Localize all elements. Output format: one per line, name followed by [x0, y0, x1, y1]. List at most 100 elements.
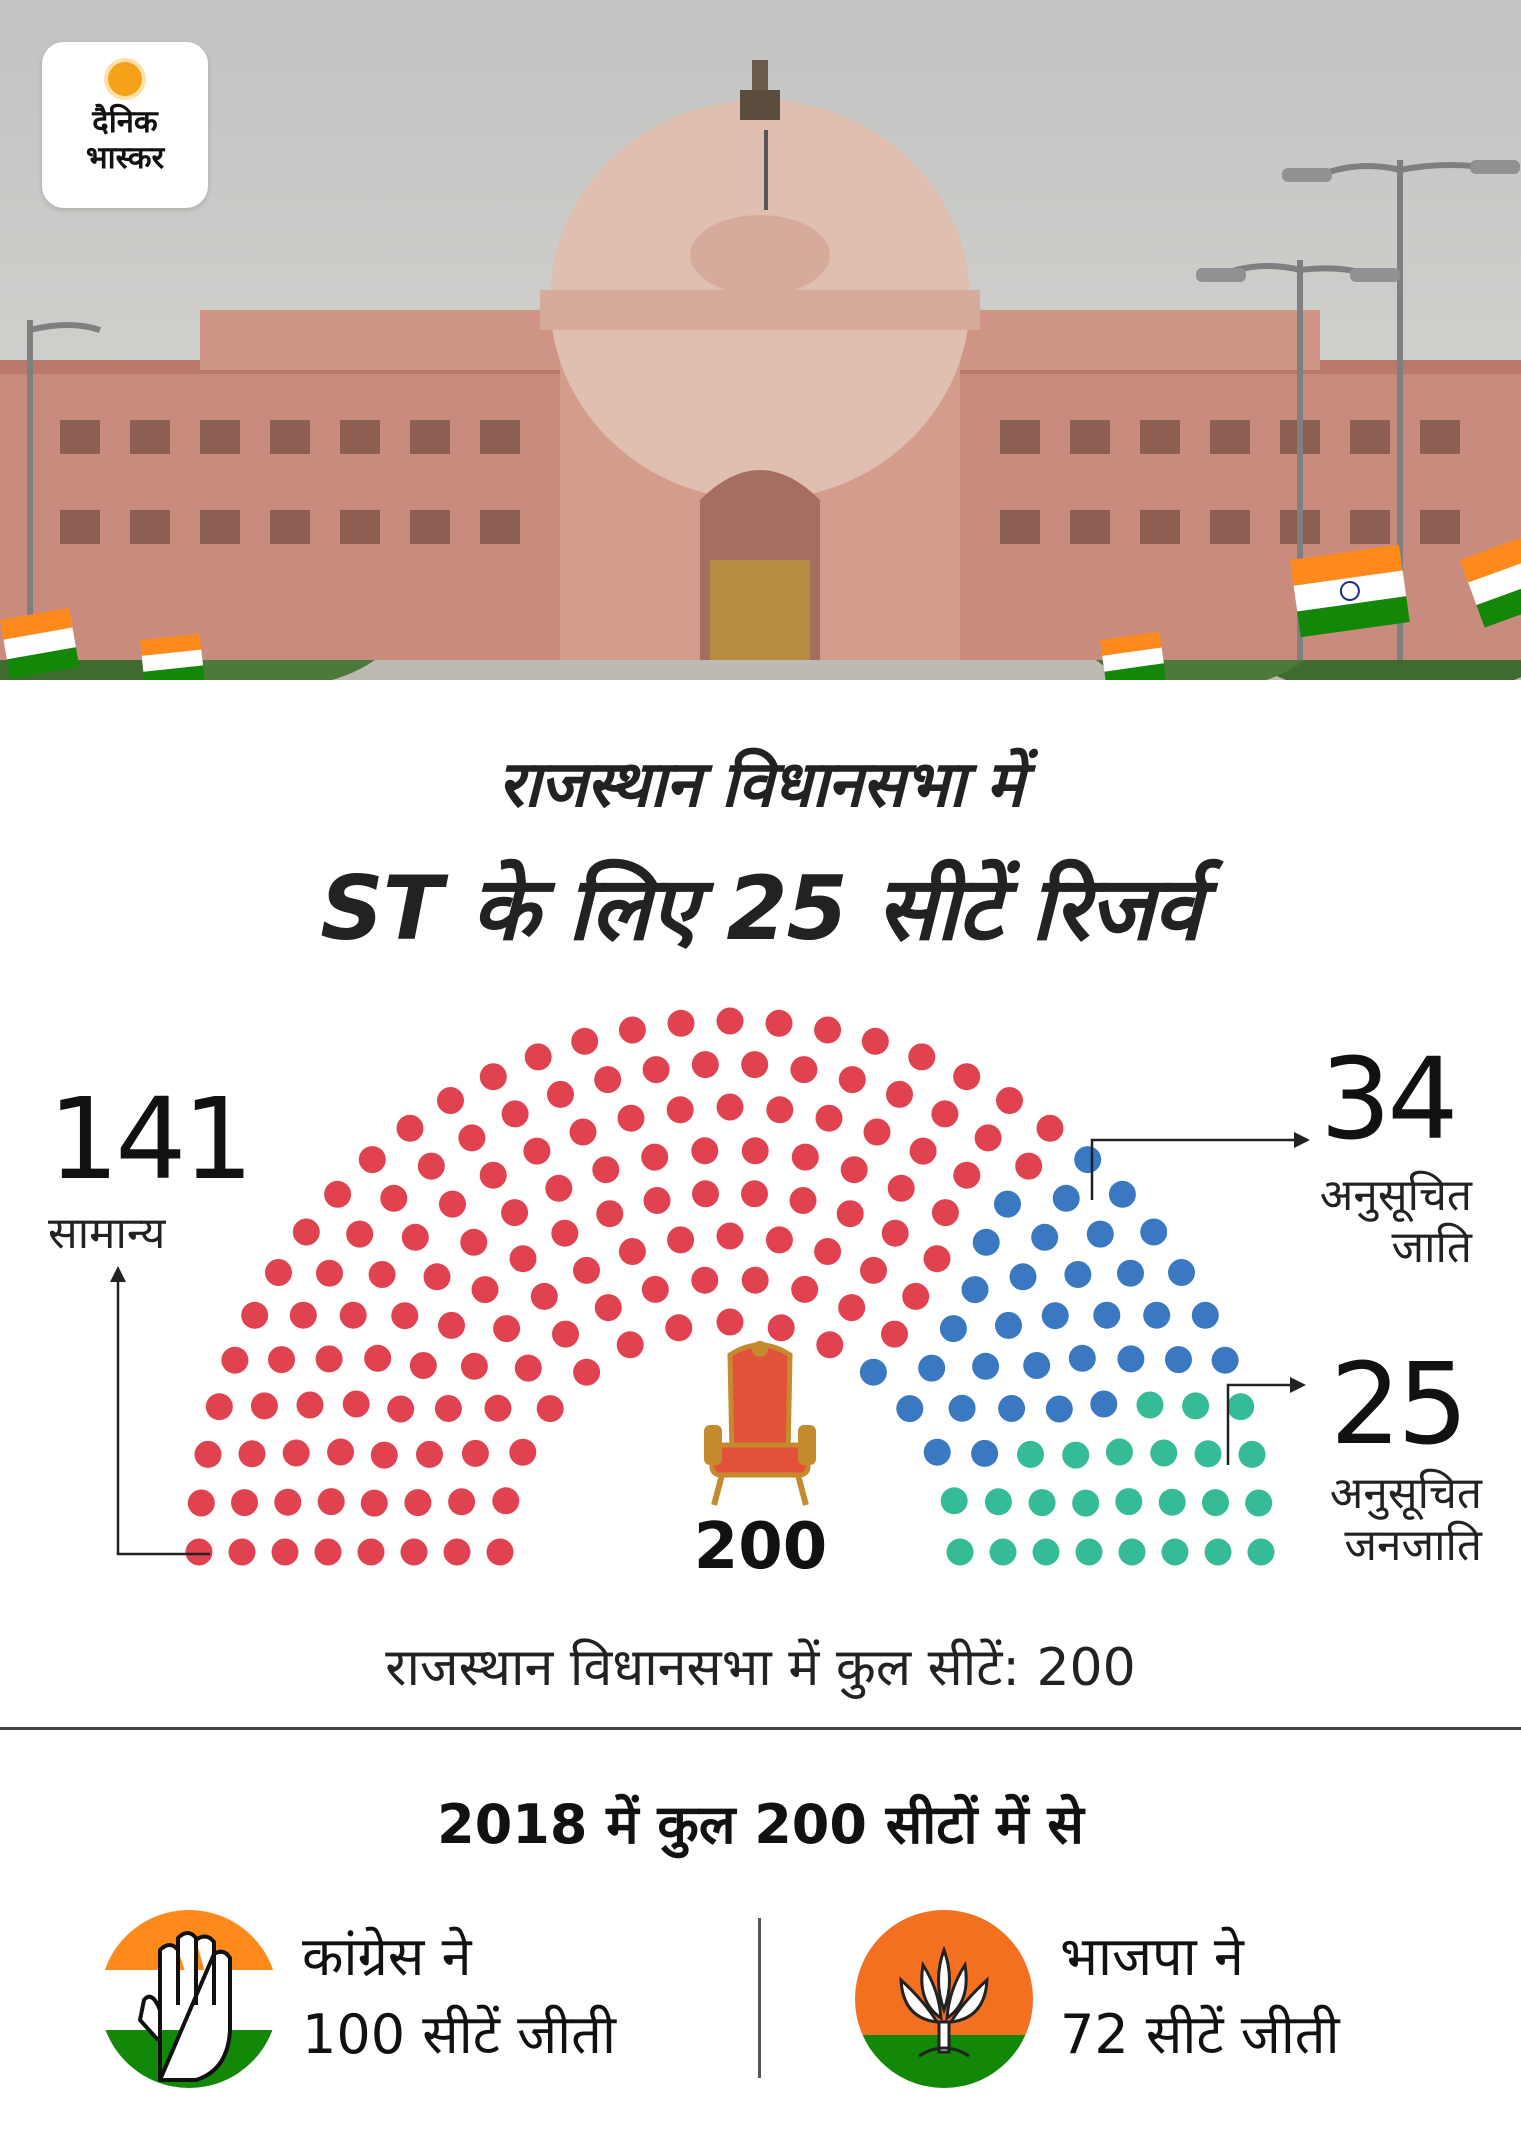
- seat-dot-series-0: [789, 1187, 817, 1214]
- parliament-chart: [110, 1007, 1310, 1566]
- seat-dot-series-1: [972, 1228, 1000, 1256]
- seat-dot-series-0: [618, 1238, 646, 1265]
- seat-dot-series-0: [931, 1199, 959, 1227]
- seat-dot-series-0: [250, 1392, 278, 1420]
- seat-dot-series-0: [357, 1538, 385, 1566]
- seat-dot-series-1: [918, 1354, 946, 1382]
- seat-dot-series-0: [741, 1266, 769, 1294]
- seat-dot-series-1: [1074, 1146, 1102, 1174]
- seat-dot-series-0: [339, 1301, 367, 1329]
- seat-dot-series-0: [241, 1301, 269, 1329]
- seat-dot-series-0: [268, 1346, 295, 1374]
- seat-dot-series-0: [766, 1096, 794, 1124]
- seat-dot-series-1: [923, 1438, 951, 1466]
- seat-dot-series-0: [814, 1238, 842, 1265]
- seat-dot-series-0: [194, 1440, 222, 1468]
- seat-dot-series-1: [1211, 1346, 1239, 1374]
- leader-line-general: [116, 1280, 210, 1556]
- seat-dot-series-0: [642, 1056, 670, 1084]
- seat-dot-series-1: [1064, 1261, 1092, 1288]
- seat-dot-series-0: [996, 1087, 1023, 1114]
- seat-dot-series-0: [324, 1180, 352, 1208]
- seat-dot-series-0: [643, 1187, 671, 1214]
- seat-dot-series-1: [961, 1276, 989, 1304]
- seat-dot-series-0: [765, 1009, 793, 1037]
- seat-dot-series-0: [881, 1320, 908, 1348]
- seat-dot-series-0: [443, 1538, 471, 1566]
- seat-dot-series-0: [931, 1100, 959, 1128]
- st-seat-count: 25: [1330, 1340, 1469, 1470]
- seat-dot-series-0: [667, 1226, 695, 1254]
- seat-dot-series-0: [509, 1438, 537, 1466]
- seat-dot-series-0: [594, 1066, 622, 1094]
- seat-dot-series-1: [995, 1311, 1022, 1339]
- general-seat-count: 141: [48, 1075, 254, 1205]
- seat-dot-series-0: [509, 1245, 537, 1273]
- results-divider: [758, 1918, 761, 2078]
- seat-dot-series-0: [791, 1275, 819, 1303]
- arrow-right-icon: [1290, 1377, 1306, 1393]
- seat-dot-series-0: [909, 1137, 937, 1165]
- seat-dot-series-0: [205, 1393, 233, 1421]
- seat-dot-series-0: [569, 1118, 597, 1146]
- seat-dot-series-0: [641, 1275, 669, 1303]
- seat-dot-series-0: [790, 1056, 818, 1084]
- seat-dot-series-0: [814, 1016, 842, 1044]
- seat-dot-series-0: [767, 1314, 795, 1342]
- congress-line-1: कांग्रेस ने: [302, 1925, 472, 1988]
- seat-dot-series-0: [547, 1080, 574, 1108]
- seat-dot-series-0: [692, 1180, 719, 1208]
- seat-dot-series-0: [716, 1308, 744, 1336]
- seat-dot-series-0: [545, 1174, 573, 1202]
- seat-dot-series-0: [791, 1143, 819, 1171]
- seat-dot-series-0: [448, 1488, 476, 1516]
- seat-dot-series-0: [438, 1311, 465, 1339]
- seat-dot-series-2: [1227, 1393, 1255, 1421]
- seat-dot-series-0: [902, 1282, 930, 1310]
- seat-dot-series-0: [484, 1394, 512, 1422]
- results-title: 2018 में कुल 200 सीटों में से: [437, 1793, 1084, 1856]
- speaker-chair-icon: [704, 1341, 816, 1506]
- seat-dot-series-0: [953, 1063, 981, 1091]
- arrow-up-icon: [110, 1266, 126, 1282]
- headline-line-2: ST के लिए 25 सीटें रिजर्व: [320, 857, 1201, 960]
- seat-dot-series-0: [274, 1488, 302, 1516]
- seat-dot-series-2: [1115, 1488, 1143, 1516]
- assembly-building-photo: दैनिक भास्कर: [0, 0, 1521, 680]
- st-label-line-2: जनजाति: [1344, 1520, 1482, 1571]
- seat-dot-series-2: [984, 1488, 1012, 1516]
- total-seat-center-label: 200: [693, 1510, 828, 1584]
- leader-line-sc: [1090, 1138, 1296, 1200]
- assembly-building-illustration: [0, 60, 1521, 680]
- seat-dot-series-0: [616, 1331, 644, 1359]
- seat-dot-series-2: [1247, 1538, 1275, 1566]
- seat-dot-series-2: [1161, 1538, 1189, 1566]
- seat-dot-series-0: [479, 1063, 507, 1091]
- seat-dot-series-0: [514, 1354, 542, 1382]
- arrow-right-icon: [1294, 1132, 1310, 1148]
- st-seat-label: अनुसूचित जनजाति: [1282, 1468, 1482, 1572]
- seat-dot-series-0: [486, 1538, 514, 1566]
- seat-dot-series-1: [1117, 1345, 1145, 1373]
- seat-dot-series-0: [666, 1096, 694, 1124]
- seat-dot-series-2: [940, 1487, 968, 1515]
- seat-dot-series-2: [1062, 1441, 1090, 1469]
- seat-dot-series-0: [380, 1184, 408, 1212]
- seat-dot-series-0: [460, 1352, 488, 1380]
- seat-dot-series-0: [552, 1320, 579, 1348]
- seat-dot-series-0: [437, 1087, 464, 1114]
- seat-dot-series-0: [536, 1395, 564, 1423]
- seat-dot-series-0: [836, 1200, 864, 1228]
- seat-dot-series-1: [1052, 1184, 1080, 1212]
- seat-dot-series-0: [368, 1261, 396, 1288]
- congress-hand-icon: [100, 1910, 278, 2088]
- seat-dot-series-1: [939, 1315, 967, 1343]
- seat-dot-series-2: [1017, 1440, 1044, 1468]
- seat-dot-series-0: [716, 1007, 744, 1035]
- section-divider: [0, 1727, 1521, 1730]
- seat-dot-series-1: [1140, 1218, 1168, 1246]
- seat-dot-series-0: [523, 1137, 551, 1165]
- seat-dot-series-0: [423, 1263, 451, 1291]
- seat-dot-series-0: [716, 1093, 744, 1121]
- seat-dot-series-0: [314, 1538, 342, 1566]
